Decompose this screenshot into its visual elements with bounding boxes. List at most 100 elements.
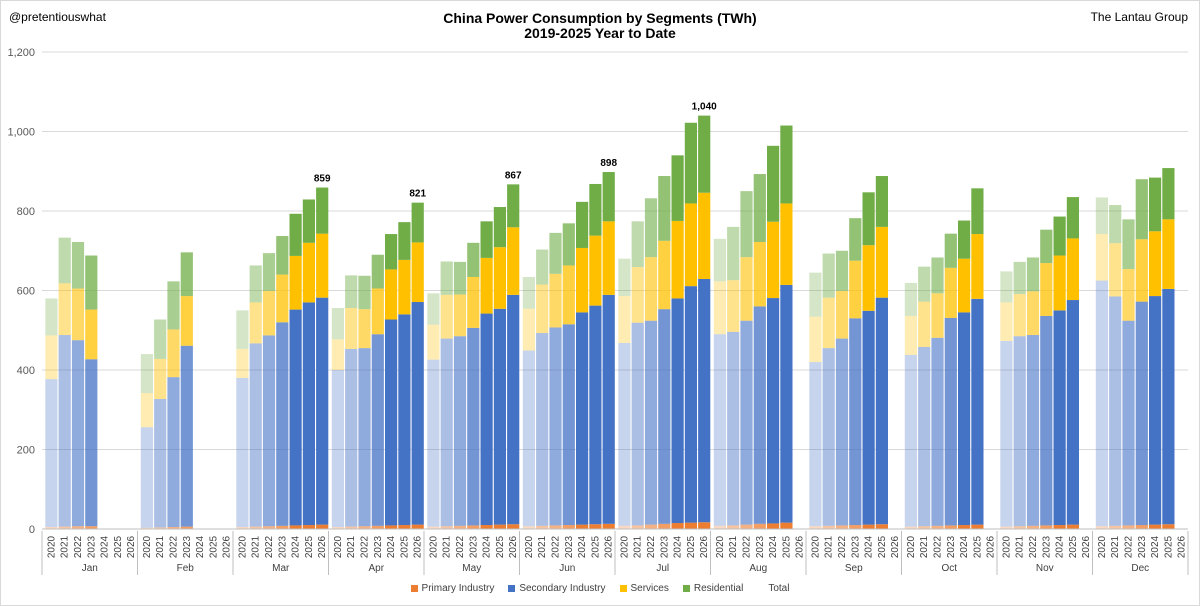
bar-segment-secondary-industry [727, 331, 740, 526]
year-tick-label: 2022 [264, 535, 275, 558]
month-tick-label: May [462, 563, 481, 574]
bar-segment-primary-industry [631, 525, 644, 529]
bar-segment-residential [236, 310, 249, 349]
legend-swatch-total [757, 585, 764, 592]
year-tick-label: 2026 [1081, 535, 1092, 558]
bar-segment-primary-industry [644, 524, 658, 529]
year-tick-label: 2020 [237, 535, 248, 558]
total-data-label: 898 [600, 158, 617, 169]
bar-segment-primary-industry [602, 523, 615, 529]
bar-segment-primary-industry [358, 526, 371, 529]
year-tick-label: 2021 [537, 535, 548, 558]
bar-segment-services [1040, 263, 1053, 316]
bar-segment-secondary-industry [875, 297, 888, 525]
bar-segment-primary-industry [507, 524, 520, 529]
year-tick-label: 2026 [1177, 535, 1188, 558]
year-tick-label: 2025 [304, 535, 315, 558]
bar-segment-residential [440, 261, 453, 295]
year-tick-label: 2022 [551, 535, 562, 558]
year-tick-label: 2020 [619, 535, 630, 558]
bar-segment-residential [809, 272, 822, 317]
bar-segment-residential [1162, 168, 1175, 220]
year-tick-label: 2023 [277, 535, 288, 558]
bar-segment-secondary-industry [71, 340, 85, 527]
bar-segment-services [371, 288, 384, 335]
bar-segment-secondary-industry [1095, 280, 1108, 527]
year-tick-label: 2022 [1124, 535, 1135, 558]
bar-segment-secondary-industry [549, 327, 562, 526]
bar-segment-services [536, 284, 549, 334]
year-tick-label: 2021 [1015, 535, 1026, 558]
bar-segment-services [467, 276, 480, 328]
bar-segment-primary-industry [385, 525, 398, 529]
total-data-label: 867 [505, 170, 522, 181]
legend-label-services: Services [630, 583, 669, 594]
bar-segment-secondary-industry [236, 377, 249, 528]
year-tick-label: 2024 [768, 535, 779, 558]
bar-segment-services [453, 294, 467, 337]
bar-segment-primary-industry [809, 526, 822, 529]
bar-segment-services [698, 192, 711, 279]
month-tick-label: Oct [941, 563, 957, 574]
bar-segment-residential [562, 223, 575, 266]
bar-segment-primary-industry [453, 525, 467, 529]
bar-segment-primary-industry [85, 526, 98, 529]
y-tick-label: 800 [17, 206, 35, 218]
year-tick-label: 2023 [1137, 535, 1148, 558]
bar-segment-services [249, 302, 262, 344]
year-tick-label: 2026 [890, 535, 901, 558]
year-tick-label: 2023 [755, 535, 766, 558]
bar-segment-services [753, 242, 766, 307]
bar-segment-secondary-industry [698, 278, 711, 523]
year-tick-label: 2020 [1097, 535, 1108, 558]
year-tick-label: 2024 [482, 535, 493, 558]
bar-segment-services [944, 267, 957, 318]
bar-segment-residential [1122, 219, 1135, 270]
year-tick-label: 2026 [604, 535, 615, 558]
bar-segment-primary-industry [440, 526, 453, 529]
year-tick-label: 2024 [195, 535, 206, 558]
bar-segment-secondary-industry [1109, 296, 1122, 526]
year-tick-label: 2020 [428, 535, 439, 558]
bar-segment-primary-industry [944, 525, 957, 529]
bar-segment-primary-industry [780, 522, 793, 529]
bar-segment-primary-industry [971, 524, 984, 529]
bar-segment-residential [262, 253, 276, 291]
bar-segment-secondary-industry [971, 298, 984, 525]
year-tick-label: 2022 [933, 535, 944, 558]
legend-item-services: Services [619, 583, 669, 594]
bar-segment-primary-industry [262, 526, 276, 529]
month-tick-label: Jan [82, 563, 98, 574]
bar-segment-secondary-industry [167, 377, 180, 528]
bar-segment-primary-industry [467, 525, 480, 529]
year-tick-label: 2021 [442, 535, 453, 558]
year-tick-label: 2021 [919, 535, 930, 558]
bar-segment-secondary-industry [589, 305, 602, 525]
bar-segment-services [904, 315, 917, 355]
year-tick-label: 2024 [100, 535, 111, 558]
year-tick-label: 2025 [686, 535, 697, 558]
bar-segment-residential [249, 265, 262, 303]
bar-segment-secondary-industry [958, 312, 971, 526]
bar-segment-residential [1149, 177, 1162, 232]
legend-label-secondary: Secondary Industry [519, 583, 606, 594]
year-tick-label: 2023 [1041, 535, 1052, 558]
bar-segment-services [316, 233, 329, 298]
month-tick-label: Mar [272, 563, 290, 574]
bar-segment-residential [522, 276, 535, 309]
bar-segment-residential [971, 188, 984, 235]
bar-segment-primary-industry [618, 525, 631, 529]
bar-segment-secondary-industry [276, 322, 289, 526]
bar-segment-primary-industry [480, 525, 493, 529]
bar-segment-residential [1066, 197, 1079, 239]
bar-segment-services [480, 257, 493, 314]
bar-segment-residential [958, 220, 971, 259]
bar-segment-primary-industry [427, 526, 440, 529]
bar-segment-residential [671, 155, 684, 221]
bar-segment-secondary-industry [1040, 315, 1053, 526]
year-tick-label: 2025 [1163, 535, 1174, 558]
bar-segment-services [180, 296, 193, 346]
bar-segment-residential [453, 261, 467, 295]
bar-segment-primary-industry [1109, 525, 1122, 529]
bar-segment-primary-industry [536, 525, 549, 529]
